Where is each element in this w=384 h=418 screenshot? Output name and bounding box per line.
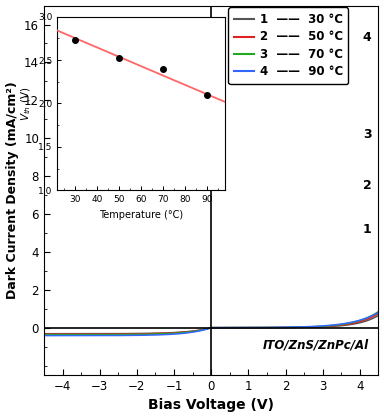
- Text: 2: 2: [363, 179, 372, 192]
- X-axis label: Bias Voltage (V): Bias Voltage (V): [148, 398, 274, 413]
- Legend: 1  ——  30 °C, 2  ——  50 °C, 3  ——  70 °C, 4  ——  90 °C: 1 —— 30 °C, 2 —— 50 °C, 3 —— 70 °C, 4 ——…: [228, 8, 348, 84]
- Y-axis label: Dark Current Density (mA/cm²): Dark Current Density (mA/cm²): [5, 82, 18, 299]
- Text: ITO/ZnS/ZnPc/Al: ITO/ZnS/ZnPc/Al: [262, 338, 368, 351]
- Text: 4: 4: [363, 31, 372, 44]
- Text: 3: 3: [363, 128, 371, 141]
- Text: 1: 1: [363, 223, 372, 236]
